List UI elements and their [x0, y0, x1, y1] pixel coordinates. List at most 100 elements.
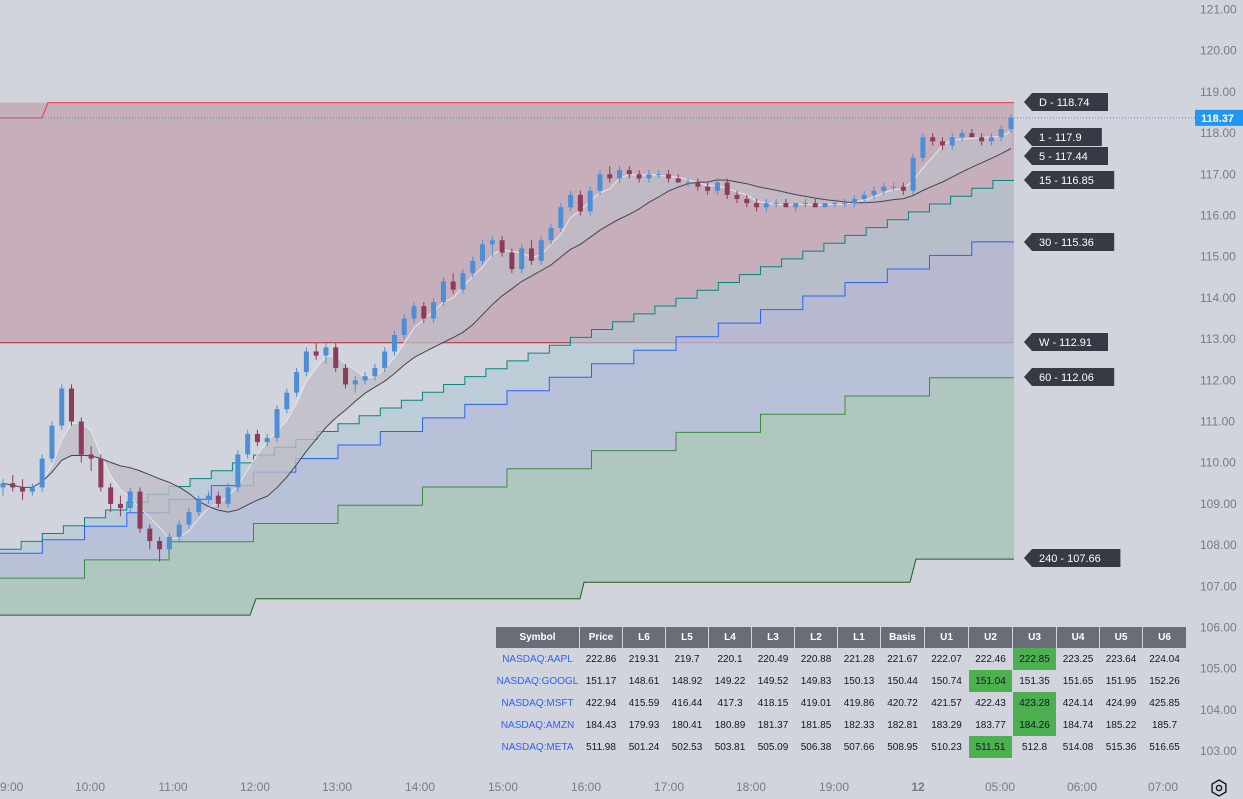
candle-body: [910, 157, 916, 191]
value-cell: 183.29: [924, 714, 969, 736]
candle: [284, 388, 290, 414]
candle-body: [802, 203, 808, 205]
value-cell: 424.14: [1056, 692, 1100, 714]
candle: [166, 532, 172, 554]
candle-body: [127, 491, 133, 509]
candle: [714, 178, 720, 195]
level-tag-label: 60 - 112.06: [1039, 372, 1094, 384]
candle: [480, 240, 486, 265]
candle: [117, 495, 123, 517]
value-cell: 148.92: [665, 670, 709, 692]
level-tag-label: 5 - 117.44: [1039, 151, 1088, 163]
level-tags: D - 118.74 1 - 117.9 5 - 117.44 15 - 116.85…: [1024, 93, 1121, 567]
value-cell: 422.94: [579, 692, 623, 714]
price-tick-label: 112.00: [1200, 373, 1236, 387]
candle: [734, 190, 740, 204]
candle-body: [69, 388, 75, 422]
value-cell: 184.43: [579, 714, 623, 736]
table-row: NASDAQ:AMZN 184.43 179.93 180.41 180.89 181.3…: [496, 714, 1187, 736]
value-cell: 181.37: [751, 714, 795, 736]
level-tag: W - 112.91: [1024, 333, 1108, 351]
candle-body: [1008, 117, 1014, 129]
level-tag-bg: [1024, 171, 1115, 189]
candle: [802, 199, 808, 208]
last-price-tag: 118.37: [1201, 113, 1234, 125]
candle: [900, 182, 906, 195]
candle-body: [949, 137, 955, 146]
candle: [235, 450, 241, 492]
column-header: L6: [622, 627, 666, 648]
column-header: L1: [837, 627, 881, 648]
value-cell: 151.04: [968, 670, 1013, 692]
candle-body: [460, 273, 466, 290]
value-cell: 502.53: [665, 736, 709, 758]
level-tag: 240 - 107.66: [1024, 549, 1121, 567]
table-row: NASDAQ:AAPL 222.86 219.31 219.7 220.1 220.49 2…: [496, 648, 1187, 670]
candle: [49, 421, 55, 463]
candle-body: [157, 540, 163, 550]
candle: [372, 363, 378, 381]
candle-body: [685, 182, 691, 184]
time-tick-label: 06:00: [1067, 780, 1097, 794]
candle: [812, 199, 818, 208]
candle: [685, 178, 691, 187]
symbol-cell: NASDAQ:META: [496, 736, 580, 758]
candle: [705, 182, 711, 195]
price-tick-label: 119.00: [1200, 85, 1236, 99]
candle-body: [206, 495, 212, 500]
value-cell: 182.33: [837, 714, 881, 736]
table-row: NASDAQ:GOOGL 151.17 148.61 148.92 149.22 149.…: [496, 670, 1187, 692]
value-cell: 512.8: [1012, 736, 1057, 758]
candle-body: [235, 454, 241, 488]
price-axis[interactable]: 121.00 120.00 119.00 118.00 117.00 116.00 115.…: [1195, 3, 1243, 759]
candle: [440, 277, 446, 307]
candle: [137, 487, 143, 533]
candle-body: [39, 458, 45, 488]
candle-body: [59, 388, 65, 426]
candle: [127, 487, 133, 513]
candle: [675, 174, 681, 183]
level-tag: D - 118.74: [1024, 93, 1108, 111]
candle: [998, 124, 1004, 142]
value-cell: 507.66: [837, 736, 881, 758]
candle-body: [137, 491, 143, 529]
value-cell: 219.7: [665, 648, 709, 670]
candle: [20, 479, 26, 500]
candle-body: [998, 128, 1004, 138]
value-cell: 511.51: [968, 736, 1013, 758]
value-cell: 180.41: [665, 714, 709, 736]
candle-body: [656, 174, 662, 176]
candle: [39, 454, 45, 492]
value-cell: 151.65: [1056, 670, 1100, 692]
candle: [489, 236, 495, 257]
candle: [313, 343, 319, 360]
column-header: U3: [1012, 627, 1057, 648]
candle-body: [10, 483, 16, 488]
candle: [626, 166, 632, 179]
value-cell: 515.36: [1099, 736, 1143, 758]
settings-gear-icon[interactable]: [1210, 779, 1228, 797]
candle: [186, 508, 192, 529]
candle-body: [714, 182, 720, 191]
candle-body: [480, 244, 486, 261]
value-cell: 149.52: [751, 670, 795, 692]
value-cell: 151.17: [579, 670, 623, 692]
candle: [450, 273, 456, 294]
value-cell: 508.95: [880, 736, 925, 758]
candle-body: [626, 170, 632, 175]
time-axis[interactable]: 9:00 10:00 11:00 12:00 13:00 14:00 15:00 16:00 1…: [0, 780, 1178, 794]
value-cell: 421.57: [924, 692, 969, 714]
candle: [294, 367, 300, 397]
candle-body: [705, 186, 711, 191]
value-cell: 181.85: [794, 714, 838, 736]
time-tick-label: 05:00: [985, 780, 1015, 794]
candle-body: [754, 203, 760, 208]
candle: [861, 190, 867, 204]
candle-body: [675, 178, 681, 183]
candle: [773, 199, 779, 208]
candle: [617, 166, 623, 183]
value-cell: 514.08: [1056, 736, 1100, 758]
value-cell: 420.72: [880, 692, 925, 714]
time-tick-label: 9:00: [0, 780, 24, 794]
